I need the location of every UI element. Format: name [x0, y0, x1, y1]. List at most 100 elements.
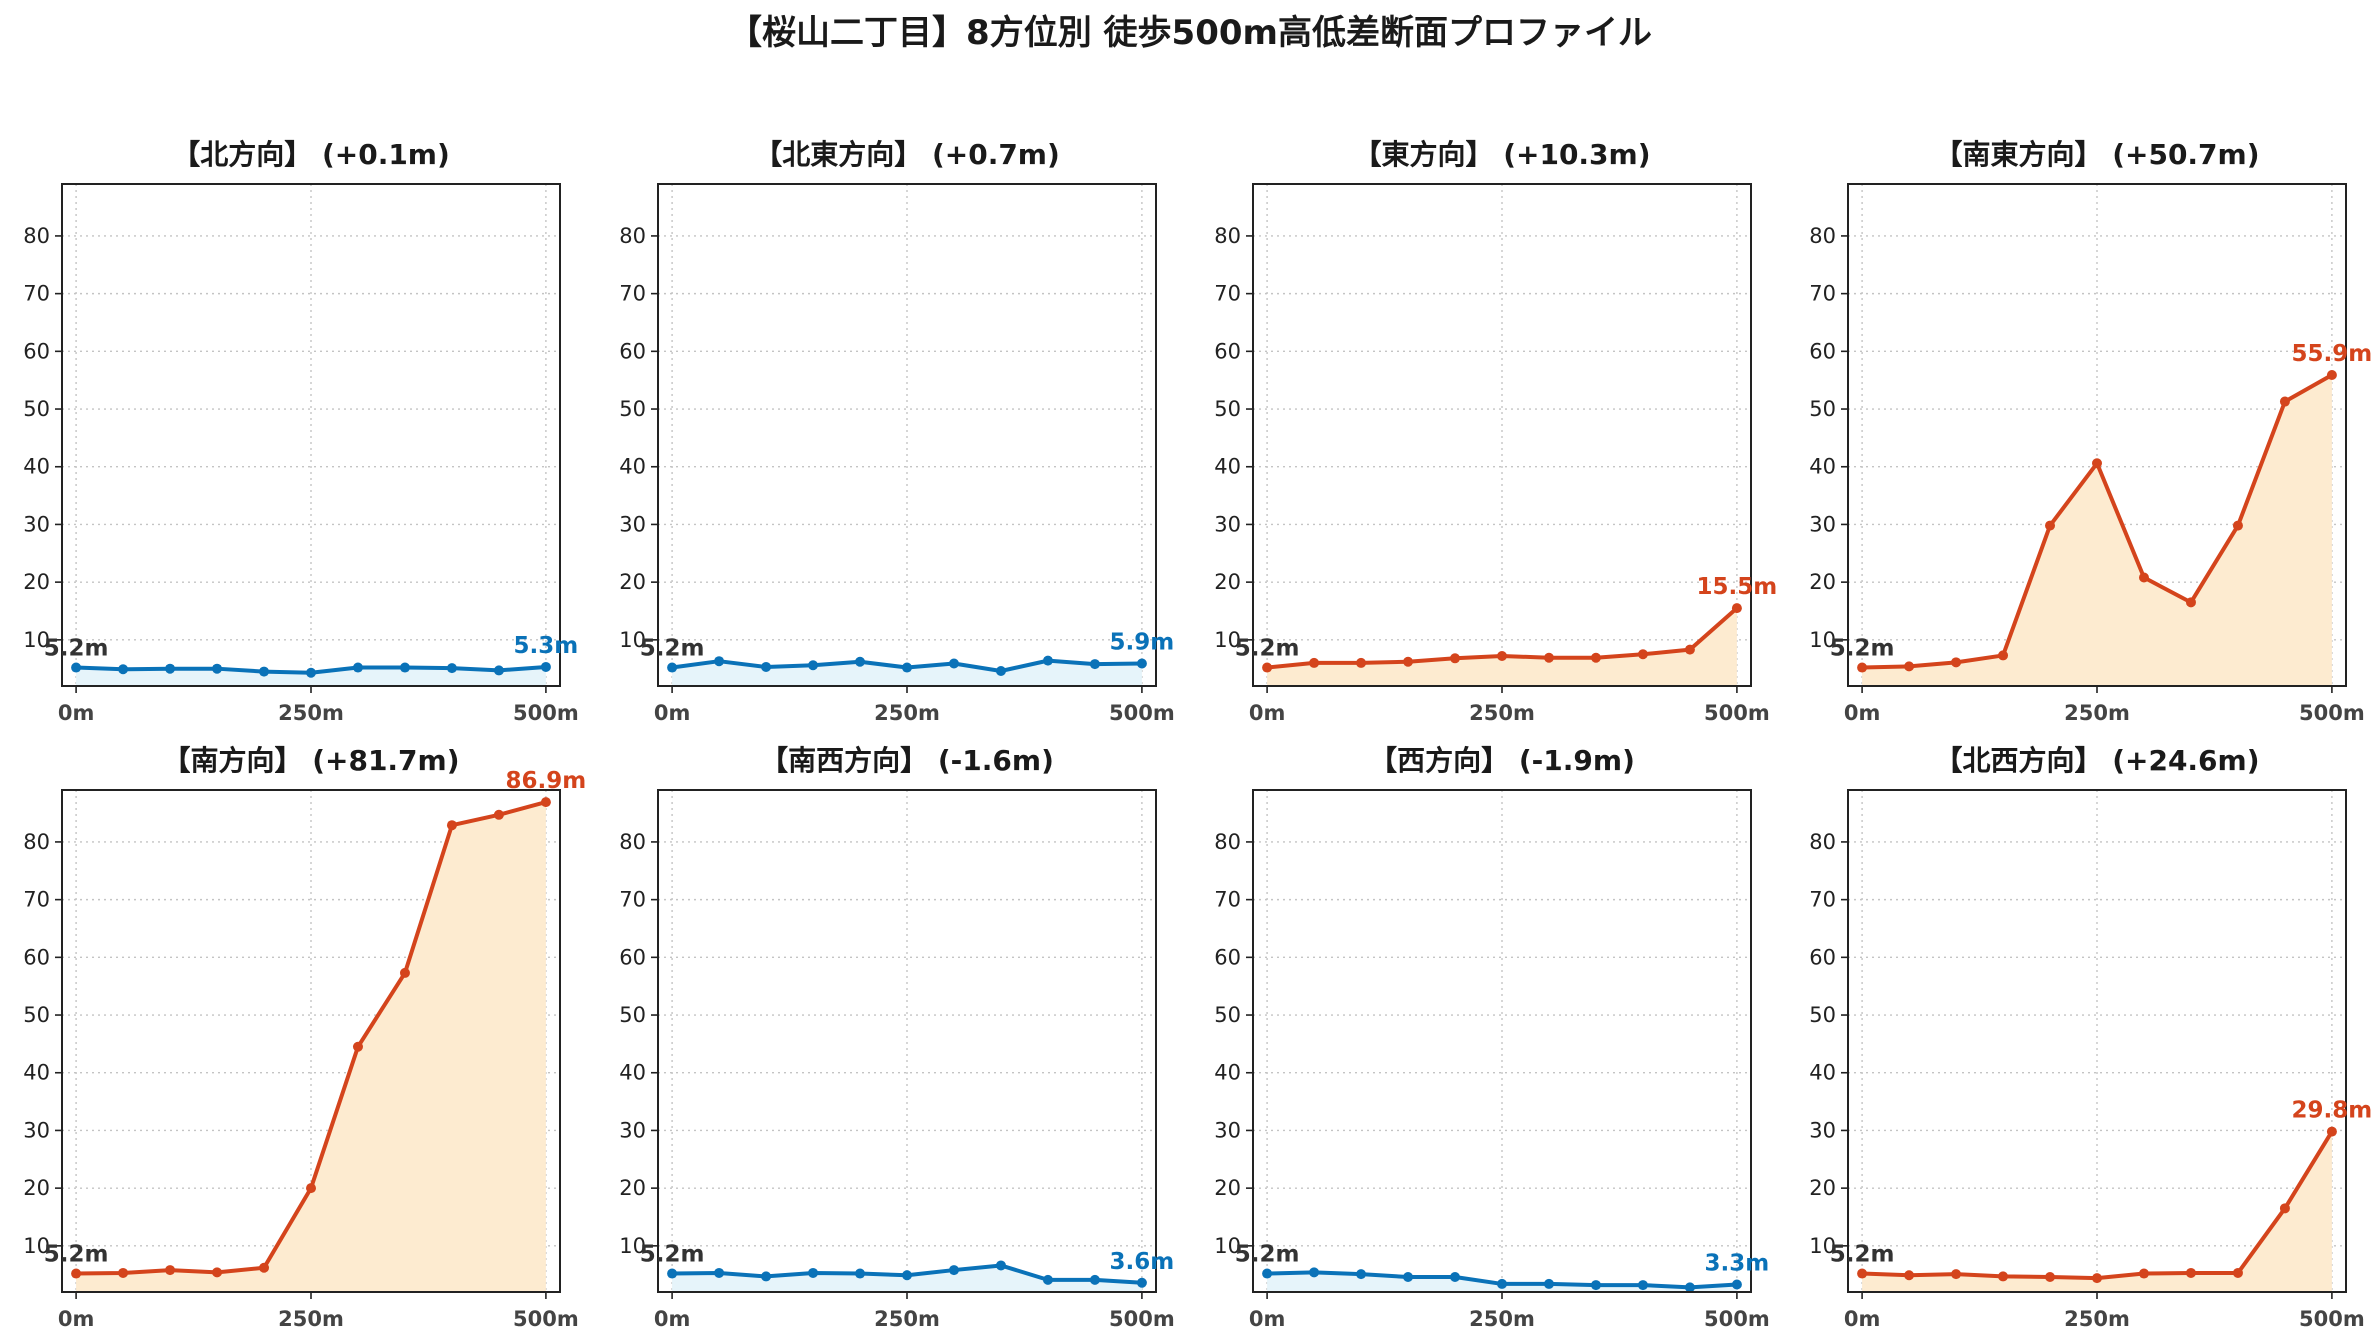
data-point — [2092, 458, 2102, 469]
end-elevation-label: 86.9m — [506, 768, 587, 794]
panel-3: 【東方向】 (+10.3m) 10 20 30 40 50 60 70 80 0m 250m 500m… — [1214, 138, 1777, 725]
x-tick-label: 500m — [2299, 1307, 2365, 1331]
y-tick-label: 50 — [1214, 1003, 1241, 1027]
data-point — [667, 662, 678, 673]
data-point — [1637, 1280, 1648, 1291]
y-tick-label: 50 — [23, 397, 50, 421]
data-point — [667, 1268, 678, 1279]
y-tick-label: 20 — [1809, 570, 1836, 594]
panel-title: 【北方向】 (+0.1m) — [172, 138, 450, 171]
panel-4: 【南東方向】 (+50.7m) 10 20 30 40 50 60 70 80 0m 250m 500… — [1809, 138, 2372, 725]
data-point — [902, 662, 912, 673]
y-tick-label: 10 — [619, 628, 646, 652]
panel-1: 【北方向】 (+0.1m) 10 20 30 40 50 60 70 80 0m 250m 500m 5… — [23, 138, 578, 725]
data-point — [1136, 1277, 1147, 1288]
y-tick-label: 20 — [1214, 1176, 1241, 1200]
elevation-area — [1267, 608, 1737, 686]
y-tick-label: 10 — [1809, 628, 1836, 652]
data-point — [855, 1268, 866, 1279]
data-point — [1262, 662, 1273, 673]
data-point — [446, 663, 457, 674]
start-elevation-label: 5.2m — [640, 636, 705, 662]
y-tick-label: 30 — [1214, 512, 1241, 536]
end-elevation-label: 3.6m — [1110, 1249, 1175, 1275]
data-point — [493, 665, 504, 676]
y-tick-label: 20 — [23, 570, 50, 594]
data-point — [2232, 520, 2243, 531]
y-tick-label: 80 — [619, 830, 646, 854]
data-point — [399, 967, 410, 978]
end-elevation-label: 15.5m — [1697, 574, 1778, 600]
start-elevation-label: 5.2m — [1235, 1242, 1300, 1268]
x-tick-label: 250m — [874, 701, 940, 725]
y-tick-label: 80 — [1214, 224, 1241, 248]
data-point — [1262, 1268, 1273, 1279]
panel-title: 【西方向】 (-1.9m) — [1369, 744, 1635, 777]
start-elevation-label: 5.2m — [1830, 636, 1895, 662]
y-tick-label: 20 — [619, 570, 646, 594]
y-tick-label: 40 — [1214, 1061, 1241, 1085]
y-tick-label: 80 — [619, 224, 646, 248]
data-point — [1543, 1278, 1554, 1289]
data-point — [165, 663, 176, 674]
y-tick-label: 70 — [1809, 282, 1836, 306]
data-point — [352, 1041, 363, 1052]
x-tick-label: 500m — [513, 1307, 579, 1331]
data-point — [1904, 661, 1915, 672]
data-point — [1951, 1269, 1962, 1280]
y-tick-label: 20 — [23, 1176, 50, 1200]
y-tick-label: 70 — [23, 282, 50, 306]
elevation-area — [76, 802, 546, 1292]
data-point — [71, 1268, 82, 1279]
data-point — [1543, 652, 1554, 663]
data-point — [1857, 1268, 1868, 1279]
y-tick-label: 10 — [23, 628, 50, 652]
data-point — [1590, 652, 1601, 663]
data-point — [902, 1270, 912, 1281]
data-point — [259, 666, 270, 677]
y-tick-label: 30 — [23, 512, 50, 536]
panel-8: 【北西方向】 (+24.6m) 10 20 30 40 50 60 70 80 0m 250m 500… — [1809, 744, 2372, 1331]
data-point — [2279, 396, 2290, 407]
data-point — [399, 662, 410, 673]
y-tick-label: 60 — [619, 945, 646, 969]
y-tick-label: 60 — [619, 339, 646, 363]
data-point — [2326, 369, 2337, 380]
data-point — [352, 662, 363, 673]
x-tick-label: 250m — [874, 1307, 940, 1331]
y-tick-label: 30 — [1214, 1118, 1241, 1142]
data-point — [1450, 1271, 1461, 1282]
y-tick-label: 80 — [23, 830, 50, 854]
x-tick-label: 0m — [654, 701, 691, 725]
start-elevation-label: 5.2m — [1235, 636, 1300, 662]
y-tick-label: 80 — [1809, 830, 1836, 854]
x-tick-label: 250m — [1469, 1307, 1535, 1331]
y-tick-label: 10 — [23, 1234, 50, 1258]
x-tick-label: 0m — [58, 1307, 95, 1331]
y-tick-label: 10 — [619, 1234, 646, 1258]
data-point — [1042, 655, 1053, 666]
data-point — [995, 1260, 1006, 1271]
x-tick-label: 500m — [1704, 1307, 1770, 1331]
y-tick-label: 40 — [1214, 455, 1241, 479]
y-tick-label: 20 — [619, 1176, 646, 1200]
start-elevation-label: 5.2m — [44, 636, 109, 662]
y-tick-label: 20 — [1214, 570, 1241, 594]
y-tick-label: 70 — [23, 888, 50, 912]
y-tick-label: 80 — [23, 224, 50, 248]
end-elevation-label: 3.3m — [1705, 1250, 1770, 1276]
data-point — [948, 658, 959, 669]
data-point — [2185, 597, 2196, 608]
panel-6: 【南西方向】 (-1.6m) 10 20 30 40 50 60 70 80 0m 250m 500m… — [619, 744, 1174, 1331]
data-point — [1731, 1279, 1742, 1290]
data-point — [761, 1271, 772, 1282]
y-tick-label: 50 — [619, 397, 646, 421]
data-point — [1089, 1274, 1100, 1285]
y-tick-label: 50 — [619, 1003, 646, 1027]
data-point — [540, 661, 551, 672]
x-tick-label: 250m — [2064, 1307, 2130, 1331]
data-point — [118, 1267, 129, 1278]
x-tick-label: 500m — [1109, 701, 1175, 725]
data-point — [259, 1262, 270, 1273]
